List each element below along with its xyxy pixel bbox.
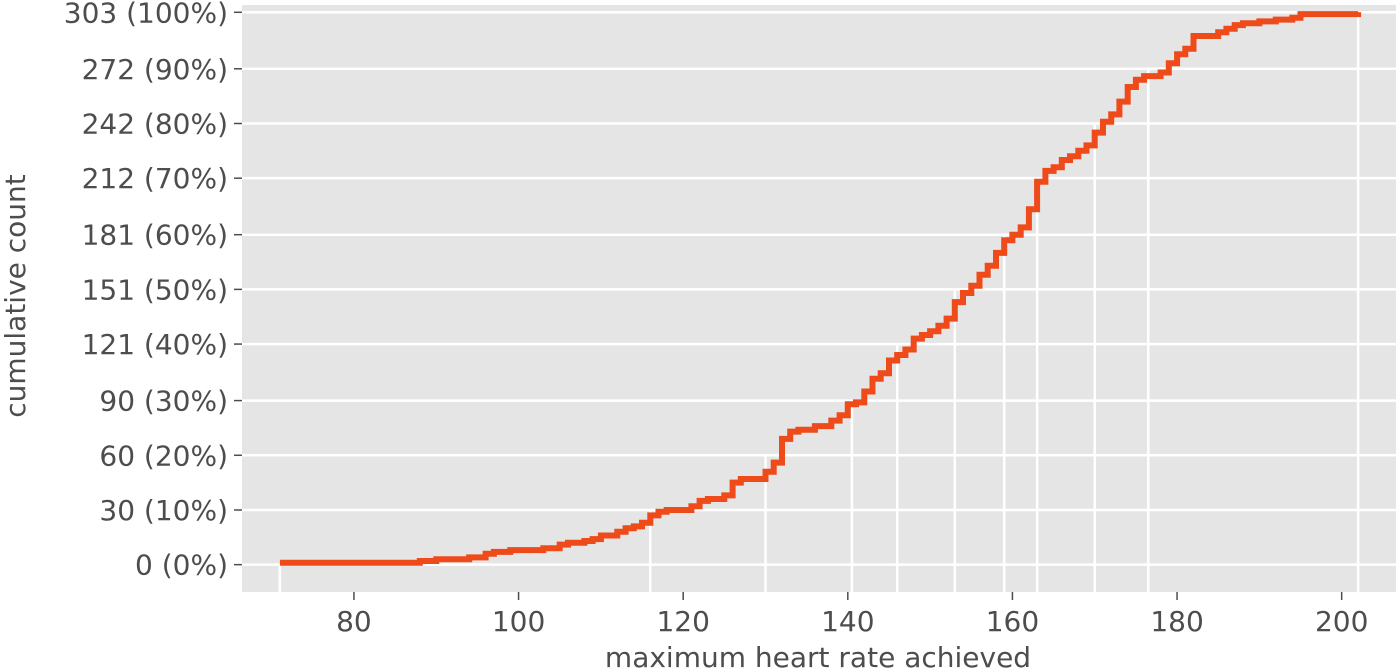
y-tick-label: 90 (30%) xyxy=(99,385,228,418)
y-tick-label: 60 (20%) xyxy=(99,439,228,472)
y-tick-label: 30 (10%) xyxy=(99,494,228,527)
y-axis-ticks: 0 (0%) 30 (10%) 60 (20%) 90 (30%) 121 (40%) 1… xyxy=(64,0,242,582)
y-tick-label: 121 (40%) xyxy=(82,328,228,361)
x-axis-label: maximum heart rate achieved xyxy=(605,641,1031,672)
x-axis-ticks: 80 100 120 140 160 180 200 xyxy=(336,592,1368,638)
cumulative-series-line xyxy=(279,11,1362,566)
y-tick-label: 242 (80%) xyxy=(82,107,228,140)
y-tick-label: 0 (0%) xyxy=(135,549,228,582)
x-tick-label: 160 xyxy=(986,605,1039,638)
x-tick-label: 100 xyxy=(492,605,545,638)
y-tick-label: 212 (70%) xyxy=(82,162,228,195)
y-tick-label: 303 (100%) xyxy=(64,0,228,29)
grid-lines xyxy=(242,11,1396,566)
series-layer xyxy=(279,11,1362,566)
y-tick-label: 181 (60%) xyxy=(82,219,228,252)
y-tick-label: 151 (50%) xyxy=(82,273,228,306)
plot-area xyxy=(242,5,1396,592)
y-axis-label: cumulative count xyxy=(0,174,32,418)
x-tick-label: 80 xyxy=(336,605,372,638)
x-tick-label: 140 xyxy=(821,605,874,638)
x-tick-label: 180 xyxy=(1150,605,1203,638)
y-tick-label: 272 (90%) xyxy=(82,53,228,86)
x-tick-label: 120 xyxy=(656,605,709,638)
x-tick-label: 200 xyxy=(1315,605,1368,638)
